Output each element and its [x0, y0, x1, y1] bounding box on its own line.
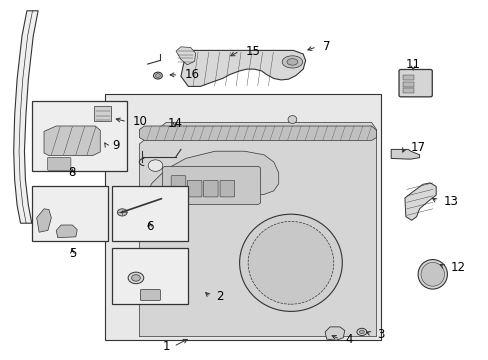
Text: 8: 8: [68, 166, 76, 179]
Polygon shape: [56, 225, 77, 238]
Text: 6: 6: [145, 220, 153, 233]
FancyBboxPatch shape: [112, 186, 188, 241]
Polygon shape: [105, 94, 381, 340]
Ellipse shape: [247, 221, 333, 304]
Text: 12: 12: [450, 261, 465, 274]
Text: 9: 9: [112, 139, 120, 152]
Text: 16: 16: [184, 68, 199, 81]
Ellipse shape: [287, 116, 296, 123]
Text: 1: 1: [162, 340, 169, 353]
Ellipse shape: [417, 260, 447, 289]
Ellipse shape: [131, 275, 140, 281]
Ellipse shape: [128, 272, 143, 284]
Polygon shape: [404, 183, 435, 220]
Ellipse shape: [356, 328, 366, 336]
Polygon shape: [44, 126, 100, 156]
Polygon shape: [139, 122, 376, 337]
FancyBboxPatch shape: [162, 166, 260, 204]
Text: 11: 11: [405, 58, 420, 71]
Polygon shape: [37, 209, 51, 232]
FancyBboxPatch shape: [403, 75, 413, 80]
Polygon shape: [325, 327, 344, 340]
FancyBboxPatch shape: [32, 186, 107, 241]
Polygon shape: [176, 47, 195, 65]
Ellipse shape: [153, 72, 162, 79]
Text: 10: 10: [133, 115, 147, 128]
FancyBboxPatch shape: [403, 88, 413, 93]
Text: 7: 7: [322, 40, 329, 53]
FancyBboxPatch shape: [187, 180, 202, 197]
FancyBboxPatch shape: [32, 101, 127, 171]
FancyBboxPatch shape: [398, 69, 431, 97]
Polygon shape: [14, 11, 38, 223]
Ellipse shape: [117, 209, 127, 216]
Ellipse shape: [420, 262, 444, 286]
FancyBboxPatch shape: [403, 82, 413, 87]
Polygon shape: [181, 50, 305, 86]
Text: 14: 14: [167, 117, 182, 130]
Text: 2: 2: [216, 291, 223, 303]
FancyBboxPatch shape: [171, 176, 185, 197]
FancyBboxPatch shape: [94, 106, 111, 121]
Ellipse shape: [359, 330, 364, 334]
Ellipse shape: [148, 160, 163, 171]
FancyBboxPatch shape: [112, 248, 188, 304]
Polygon shape: [139, 151, 278, 238]
Text: 4: 4: [345, 333, 352, 346]
Text: 5: 5: [68, 247, 76, 260]
Polygon shape: [390, 149, 419, 159]
Text: 15: 15: [245, 45, 260, 58]
Polygon shape: [139, 126, 376, 140]
FancyBboxPatch shape: [203, 180, 218, 197]
Text: 17: 17: [410, 141, 425, 154]
Ellipse shape: [282, 56, 302, 68]
Ellipse shape: [239, 214, 342, 311]
FancyBboxPatch shape: [47, 157, 71, 170]
Text: 3: 3: [377, 328, 384, 341]
FancyBboxPatch shape: [220, 180, 234, 197]
Ellipse shape: [286, 59, 297, 65]
Ellipse shape: [155, 73, 160, 77]
Text: 13: 13: [443, 195, 457, 208]
FancyBboxPatch shape: [140, 289, 160, 301]
